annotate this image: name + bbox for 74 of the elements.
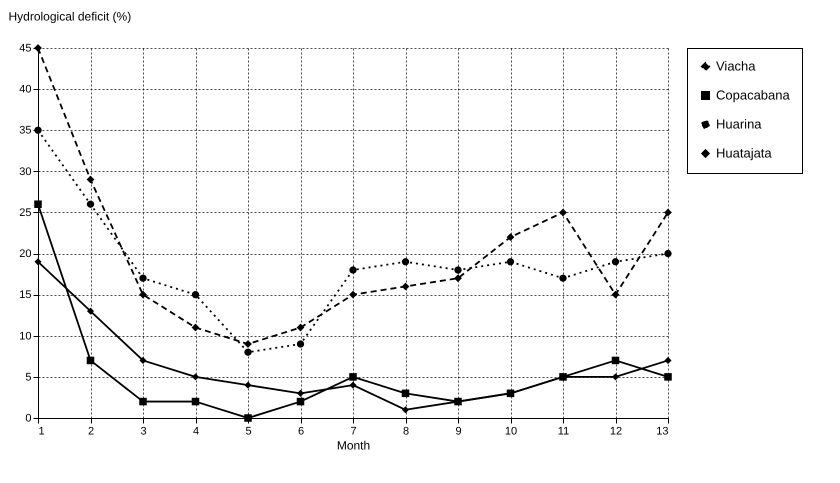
point bbox=[34, 200, 42, 208]
legend-label: Huatajata bbox=[716, 146, 772, 160]
legend-label: Viacha bbox=[716, 58, 756, 74]
x-tick-label: 8 bbox=[402, 426, 410, 438]
x-axis-title: Month bbox=[336, 438, 370, 452]
point bbox=[559, 208, 567, 216]
point bbox=[402, 258, 410, 266]
x-tick-label: 9 bbox=[455, 426, 462, 438]
point bbox=[86, 356, 94, 364]
point bbox=[244, 348, 252, 356]
y-tick-label: 30 bbox=[19, 166, 32, 178]
point bbox=[402, 406, 410, 414]
y-tick-label: 5 bbox=[25, 371, 32, 384]
point bbox=[349, 266, 357, 274]
point bbox=[612, 373, 620, 380]
y-tick-label: 40 bbox=[19, 84, 32, 96]
point bbox=[296, 324, 304, 332]
point bbox=[296, 390, 304, 397]
point bbox=[349, 290, 357, 299]
y-tick-label: 0 bbox=[25, 412, 32, 424]
point bbox=[86, 308, 94, 315]
point bbox=[192, 291, 200, 298]
point bbox=[192, 398, 200, 406]
point bbox=[612, 290, 620, 299]
point bbox=[139, 274, 147, 282]
point bbox=[86, 200, 94, 208]
point bbox=[349, 373, 357, 381]
point bbox=[139, 398, 147, 406]
x-tick-label: 10 bbox=[504, 426, 518, 438]
legend-label: Copacabana bbox=[716, 88, 790, 102]
x-tick-label: 4 bbox=[192, 426, 200, 438]
legend-label: Huarina bbox=[716, 116, 762, 132]
point bbox=[612, 356, 620, 364]
point bbox=[192, 324, 200, 332]
point bbox=[559, 274, 567, 282]
point bbox=[454, 266, 462, 274]
point bbox=[296, 340, 304, 348]
point bbox=[664, 208, 672, 216]
x-tick-label: 12 bbox=[610, 426, 622, 438]
x-tick-label: 11 bbox=[558, 426, 570, 438]
x-tick-label: 7 bbox=[350, 426, 357, 438]
x-tick-label: 6 bbox=[298, 426, 304, 438]
y-tick-label: 25 bbox=[19, 206, 32, 219]
y-tick-label: 10 bbox=[19, 330, 32, 342]
x-tick-label: 1 bbox=[38, 426, 45, 438]
y-tick-label: 45 bbox=[19, 42, 32, 54]
y-tick-label: 20 bbox=[19, 248, 32, 260]
point bbox=[34, 258, 42, 266]
point bbox=[349, 382, 357, 389]
point bbox=[506, 233, 514, 241]
point bbox=[296, 398, 304, 406]
point bbox=[192, 373, 200, 380]
point bbox=[86, 176, 94, 184]
point bbox=[402, 282, 410, 290]
point bbox=[34, 126, 42, 134]
point bbox=[612, 258, 620, 266]
x-tick-label: 2 bbox=[88, 426, 94, 438]
point bbox=[402, 390, 410, 398]
point bbox=[139, 290, 147, 299]
x-tick-label: 3 bbox=[140, 426, 147, 438]
point bbox=[454, 274, 462, 282]
point bbox=[664, 356, 672, 364]
point bbox=[244, 414, 252, 422]
point bbox=[664, 373, 672, 381]
point bbox=[139, 356, 147, 364]
y-tick-label: 35 bbox=[19, 124, 32, 137]
point bbox=[506, 258, 514, 266]
x-tick-label: 13 bbox=[656, 426, 668, 438]
x-tick-label: 5 bbox=[245, 426, 252, 438]
y-tick-label: 15 bbox=[19, 289, 32, 302]
y-axis-title: Hydrological deficit (%) bbox=[8, 10, 132, 24]
point bbox=[664, 250, 672, 258]
point bbox=[244, 382, 252, 389]
point bbox=[244, 340, 252, 348]
